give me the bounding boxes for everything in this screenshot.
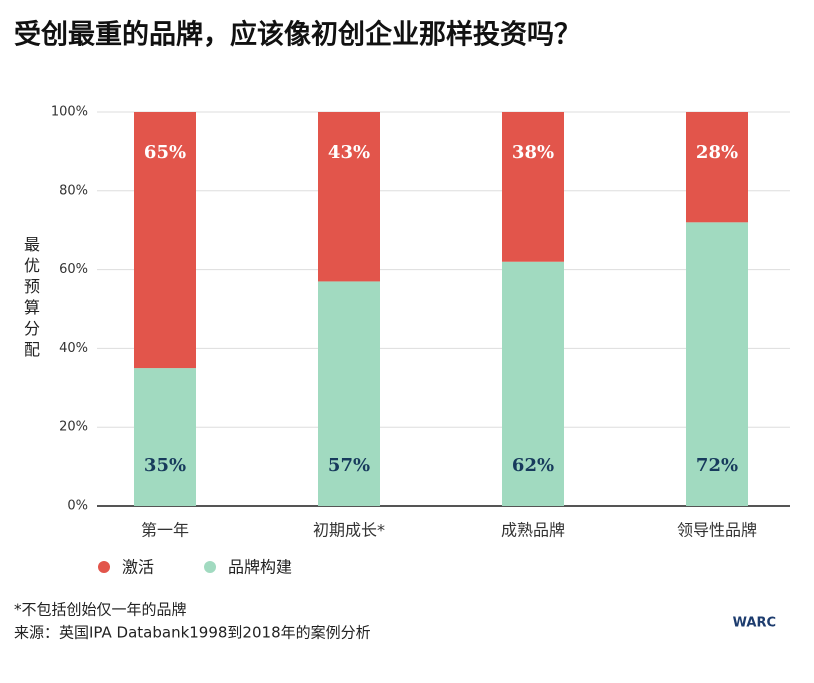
legend-marker bbox=[204, 561, 217, 573]
x-tick-label: 成熟品牌 bbox=[501, 521, 565, 540]
legend-label: 激活 bbox=[122, 558, 154, 577]
bar-segment bbox=[686, 222, 748, 506]
y-tick-label: 20% bbox=[59, 420, 88, 435]
legend-label: 品牌构建 bbox=[228, 558, 292, 577]
y-tick-label: 0% bbox=[67, 499, 88, 514]
bar-segment bbox=[502, 261, 564, 506]
x-tick-label: 初期成长* bbox=[313, 521, 385, 540]
value-label: 72% bbox=[696, 455, 738, 476]
y-tick-label: 60% bbox=[59, 262, 88, 277]
legend-marker bbox=[98, 561, 110, 573]
y-tick-label: 80% bbox=[59, 183, 88, 198]
value-label: 62% bbox=[512, 455, 554, 476]
bar-segment bbox=[318, 281, 380, 506]
x-tick-label: 领导性品牌 bbox=[677, 521, 757, 540]
footnote: 来源：英国IPA Databank1998到2018年的案例分析 bbox=[14, 624, 371, 642]
footnote: *不包括创始仅一年的品牌 bbox=[14, 601, 187, 619]
x-tick-label: 第一年 bbox=[141, 521, 189, 540]
bar-segment bbox=[134, 112, 196, 369]
y-tick-label: 40% bbox=[59, 341, 88, 356]
y-tick-label: 100% bbox=[51, 105, 88, 120]
value-label: 35% bbox=[144, 455, 186, 476]
y-axis-label: 最优预算分配 bbox=[21, 236, 40, 362]
chart-title: 受创最重的品牌，应该像初创企业那样投资吗？ bbox=[14, 19, 581, 51]
value-label: 43% bbox=[328, 142, 370, 163]
bar-segment bbox=[502, 112, 564, 262]
bar-segment bbox=[318, 112, 380, 282]
bar-segment bbox=[686, 112, 748, 223]
value-label: 65% bbox=[144, 142, 186, 163]
value-label: 38% bbox=[512, 142, 554, 163]
value-label: 28% bbox=[696, 142, 738, 163]
value-label: 57% bbox=[328, 455, 370, 476]
logo: WARC bbox=[733, 616, 776, 631]
bar-segment bbox=[134, 368, 196, 506]
